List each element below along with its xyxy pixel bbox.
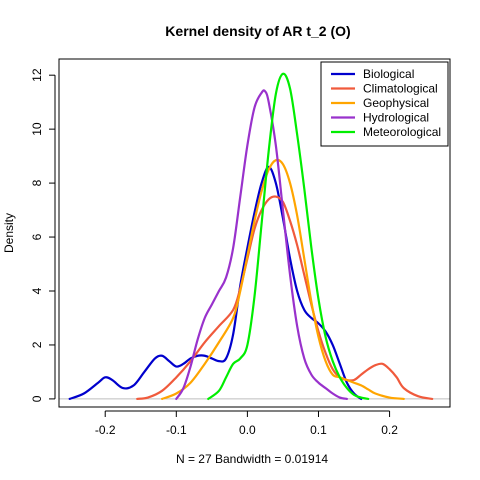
legend-label-biological: Biological (363, 67, 414, 81)
y-tick-label: 6 (30, 233, 44, 240)
density-line-climatological (136, 195, 434, 401)
y-tick-label: 8 (30, 179, 44, 186)
y-tick-label: 10 (30, 122, 44, 136)
x-axis-label: N = 27 Bandwidth = 0.01914 (176, 452, 328, 466)
density-line-hydrological (175, 89, 349, 401)
density-line-biological (68, 165, 363, 401)
x-tick-label: -0.2 (95, 423, 116, 437)
y-axis-label: Density (2, 213, 16, 253)
x-tick-label: 0.2 (381, 423, 398, 437)
y-tick-label: 12 (30, 68, 44, 82)
y-tick-label: 2 (30, 341, 44, 348)
chart-title: Kernel density of AR t_2 (O) (165, 23, 350, 39)
plot-frame (58, 58, 451, 408)
y-tick-label: 4 (30, 287, 44, 294)
y-tick-label: 0 (30, 395, 44, 402)
legend-label-meteorological: Meteorological (363, 125, 441, 139)
x-tick-label: 0.1 (310, 423, 327, 437)
density-line-geophysical (160, 158, 405, 401)
legend-label-climatological: Climatological (363, 82, 438, 96)
x-tick-label: 0.0 (239, 423, 256, 437)
legend-label-hydrological: Hydrological (363, 111, 429, 125)
density-line-meteorological (207, 72, 370, 401)
legend-label-geophysical: Geophysical (363, 96, 429, 110)
x-tick-label: -0.1 (166, 423, 187, 437)
plot-area: -0.2 -0.1 0.0 0.1 0.2 0 2 4 6 8 10 12 BiologicalClim… (30, 58, 451, 437)
